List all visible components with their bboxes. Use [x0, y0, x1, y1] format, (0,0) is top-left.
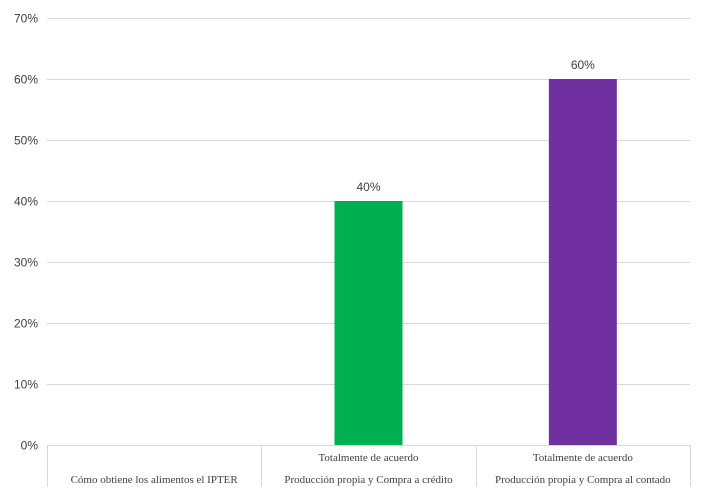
y-tick-label: 50%: [14, 134, 38, 148]
y-tick-label: 0%: [21, 439, 39, 453]
x-category-label: Producción propia y Compra al contado: [495, 474, 671, 486]
x-category-label: Producción propia y Compra a crédito: [284, 474, 453, 486]
data-labels: 40% 60%: [356, 58, 595, 194]
bar: [334, 201, 403, 445]
x-category-label: Totalmente de acuerdo: [318, 452, 419, 464]
data-label: 40%: [356, 180, 380, 194]
x-category-label: Cómo obtiene los alimentos el IPTER: [71, 474, 239, 486]
y-tick-label: 60%: [14, 73, 38, 87]
bar: [548, 79, 617, 445]
data-label: 60%: [571, 58, 595, 72]
y-tick-label: 10%: [14, 378, 38, 392]
y-tick-label: 20%: [14, 317, 38, 331]
y-tick-label: 40%: [14, 195, 38, 209]
y-tick-label: 70%: [14, 12, 38, 26]
bars: [334, 79, 617, 445]
x-axis: Cómo obtiene los alimentos el IPTER Total…: [47, 445, 691, 487]
y-tick-label: 30%: [14, 256, 38, 270]
x-category-label: Totalmente de acuerdo: [533, 452, 634, 464]
y-axis: 0% 10% 20% 30% 40% 50% 60% 70%: [14, 12, 38, 453]
